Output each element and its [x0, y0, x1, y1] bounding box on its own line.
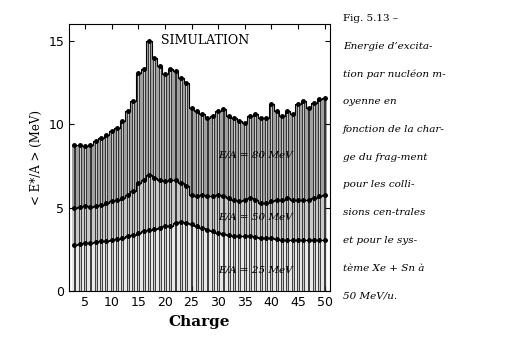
Bar — [276, 111, 278, 291]
Bar — [143, 69, 145, 291]
Bar — [292, 115, 294, 291]
Bar — [79, 144, 81, 291]
Text: ge du frag-ment: ge du frag-ment — [343, 153, 428, 162]
Y-axis label: < E*/A > (MeV): < E*/A > (MeV) — [30, 110, 43, 205]
Bar — [111, 131, 113, 291]
Bar — [260, 118, 262, 291]
Text: E/A = 80 MeV: E/A = 80 MeV — [218, 151, 293, 160]
X-axis label: Charge: Charge — [169, 315, 230, 329]
Text: oyenne en: oyenne en — [343, 97, 397, 106]
Text: E/A = 25 MeV: E/A = 25 MeV — [218, 265, 293, 274]
Bar — [244, 123, 246, 291]
Bar — [228, 116, 230, 291]
Bar — [307, 108, 310, 291]
Bar — [313, 103, 315, 291]
Bar — [286, 111, 288, 291]
Bar — [206, 118, 209, 291]
Text: tème Xe + Sn à: tème Xe + Sn à — [343, 264, 425, 273]
Bar — [222, 109, 225, 291]
Bar — [89, 144, 92, 291]
Bar — [297, 104, 299, 291]
Bar — [132, 101, 134, 291]
Bar — [249, 116, 251, 291]
Bar — [201, 115, 203, 291]
Bar — [302, 101, 304, 291]
Bar — [238, 121, 240, 291]
Bar — [265, 118, 267, 291]
Text: et pour le sys-: et pour le sys- — [343, 236, 417, 245]
Bar — [153, 58, 155, 291]
Text: E/A = 50 MeV: E/A = 50 MeV — [218, 213, 293, 222]
Bar — [254, 115, 256, 291]
Bar — [159, 66, 161, 291]
Text: pour les colli-: pour les colli- — [343, 180, 414, 189]
Bar — [116, 128, 118, 291]
Bar — [212, 116, 214, 291]
Bar — [323, 98, 326, 291]
Bar — [185, 83, 187, 291]
Text: SIMULATION: SIMULATION — [161, 34, 249, 46]
Bar — [180, 78, 182, 291]
Bar — [95, 141, 97, 291]
Text: tion par nucléon m-: tion par nucléon m- — [343, 69, 446, 79]
Bar — [164, 74, 166, 291]
Bar — [105, 135, 107, 291]
Bar — [233, 118, 235, 291]
Bar — [148, 41, 150, 291]
Bar — [174, 71, 177, 291]
Text: fonction de la char-: fonction de la char- — [343, 125, 445, 134]
Bar — [169, 69, 171, 291]
Text: 50 MeV/u.: 50 MeV/u. — [343, 291, 397, 301]
Bar — [127, 111, 129, 291]
Bar — [281, 116, 283, 291]
Bar — [270, 104, 272, 291]
Bar — [84, 146, 86, 291]
Bar — [190, 108, 193, 291]
Text: Energie d’excita-: Energie d’excita- — [343, 42, 433, 51]
Bar — [100, 138, 102, 291]
Bar — [196, 111, 198, 291]
Text: sions cen-trales: sions cen-trales — [343, 208, 426, 217]
Bar — [137, 73, 139, 291]
Text: Fig. 5.13 –: Fig. 5.13 – — [343, 14, 398, 23]
Bar — [121, 121, 123, 291]
Bar — [73, 144, 76, 291]
Bar — [318, 100, 320, 291]
Bar — [217, 111, 219, 291]
